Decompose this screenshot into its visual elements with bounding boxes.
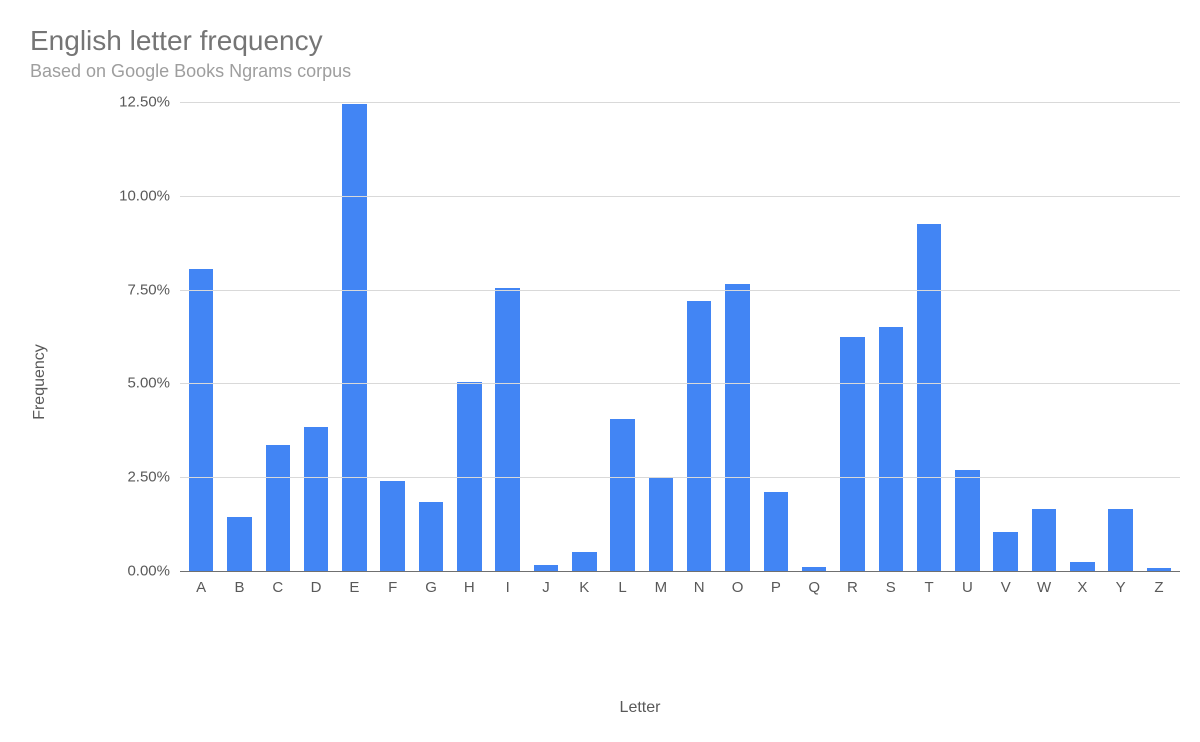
y-tick-label: 2.50% xyxy=(127,469,170,486)
bar xyxy=(380,481,405,571)
x-tick-label: H xyxy=(464,579,475,596)
bar xyxy=(1108,509,1133,571)
bar-slot: P xyxy=(757,102,795,571)
bar-slot: I xyxy=(489,102,527,571)
x-tick-label: A xyxy=(196,579,206,596)
x-tick-label: G xyxy=(425,579,437,596)
gridline xyxy=(180,196,1180,197)
x-tick-label: B xyxy=(234,579,244,596)
bar xyxy=(189,269,214,571)
y-tick-label: 5.00% xyxy=(127,375,170,392)
bar xyxy=(266,445,291,571)
bar xyxy=(419,502,444,571)
bar xyxy=(917,224,942,571)
x-tick-label: V xyxy=(1001,579,1011,596)
x-tick-label: Y xyxy=(1116,579,1126,596)
y-tick-label: 0.00% xyxy=(127,563,170,580)
y-tick-label: 7.50% xyxy=(127,281,170,298)
bar-slot: A xyxy=(182,102,220,571)
x-tick-label: W xyxy=(1037,579,1051,596)
bar-slot: L xyxy=(603,102,641,571)
x-tick-label: T xyxy=(925,579,934,596)
bar-slot: X xyxy=(1063,102,1101,571)
bar xyxy=(879,327,904,571)
bar xyxy=(534,565,559,571)
plot-area: ABCDEFGHIJKLMNOPQRSTUVWXYZ 0.00%2.50%5.0… xyxy=(180,102,1180,572)
bars-group: ABCDEFGHIJKLMNOPQRSTUVWXYZ xyxy=(180,102,1180,571)
bar-slot: F xyxy=(374,102,412,571)
x-tick-label: X xyxy=(1077,579,1087,596)
bar-slot: Y xyxy=(1102,102,1140,571)
bar-slot: J xyxy=(527,102,565,571)
y-tick-label: 12.50% xyxy=(119,94,170,111)
bar xyxy=(610,419,635,571)
bar-slot: C xyxy=(259,102,297,571)
x-tick-label: I xyxy=(506,579,510,596)
x-axis-label: Letter xyxy=(620,699,661,717)
x-tick-label: J xyxy=(542,579,550,596)
bar-slot: H xyxy=(450,102,488,571)
bar-slot: E xyxy=(335,102,373,571)
gridline xyxy=(180,102,1180,103)
bar-slot: K xyxy=(565,102,603,571)
x-tick-label: M xyxy=(655,579,668,596)
bar-slot: U xyxy=(948,102,986,571)
bar-slot: O xyxy=(718,102,756,571)
bar-slot: T xyxy=(910,102,948,571)
x-tick-label: U xyxy=(962,579,973,596)
bar-slot: M xyxy=(642,102,680,571)
bar xyxy=(227,517,252,571)
gridline xyxy=(180,477,1180,478)
y-tick-label: 10.00% xyxy=(119,187,170,204)
bar-slot: R xyxy=(833,102,871,571)
bar xyxy=(725,284,750,571)
x-tick-label: L xyxy=(618,579,626,596)
bar xyxy=(572,552,597,571)
bar-slot: N xyxy=(680,102,718,571)
bar-slot: G xyxy=(412,102,450,571)
bar-slot: V xyxy=(987,102,1025,571)
bar xyxy=(840,337,865,572)
bar xyxy=(304,427,329,571)
chart-title: English letter frequency xyxy=(30,25,1170,57)
bar xyxy=(1147,568,1172,571)
chart-container: English letter frequency Based on Google… xyxy=(0,0,1200,742)
bar-slot: Z xyxy=(1140,102,1178,571)
x-tick-label: N xyxy=(694,579,705,596)
y-axis-label: Frequency xyxy=(31,344,49,420)
plot-wrap: Frequency ABCDEFGHIJKLMNOPQRSTUVWXYZ 0.0… xyxy=(100,102,1180,662)
chart-subtitle: Based on Google Books Ngrams corpus xyxy=(30,61,1170,82)
bar xyxy=(1032,509,1057,571)
gridline xyxy=(180,383,1180,384)
bar xyxy=(955,470,980,571)
bar-slot: D xyxy=(297,102,335,571)
x-tick-label: Q xyxy=(808,579,820,596)
bar-slot: S xyxy=(872,102,910,571)
bar xyxy=(342,104,367,571)
x-tick-label: R xyxy=(847,579,858,596)
bar xyxy=(687,301,712,571)
bar-slot: Q xyxy=(795,102,833,571)
bar xyxy=(764,492,789,571)
bar-slot: B xyxy=(220,102,258,571)
bar xyxy=(495,288,520,571)
x-tick-label: Z xyxy=(1154,579,1163,596)
x-tick-label: F xyxy=(388,579,397,596)
x-tick-label: P xyxy=(771,579,781,596)
x-tick-label: S xyxy=(886,579,896,596)
bar xyxy=(649,477,674,571)
x-tick-label: E xyxy=(349,579,359,596)
gridline xyxy=(180,290,1180,291)
bar xyxy=(1070,562,1095,571)
bar xyxy=(993,532,1018,571)
bar-slot: W xyxy=(1025,102,1063,571)
bar xyxy=(802,567,827,572)
x-tick-label: O xyxy=(732,579,744,596)
x-tick-label: C xyxy=(272,579,283,596)
x-tick-label: K xyxy=(579,579,589,596)
x-tick-label: D xyxy=(311,579,322,596)
